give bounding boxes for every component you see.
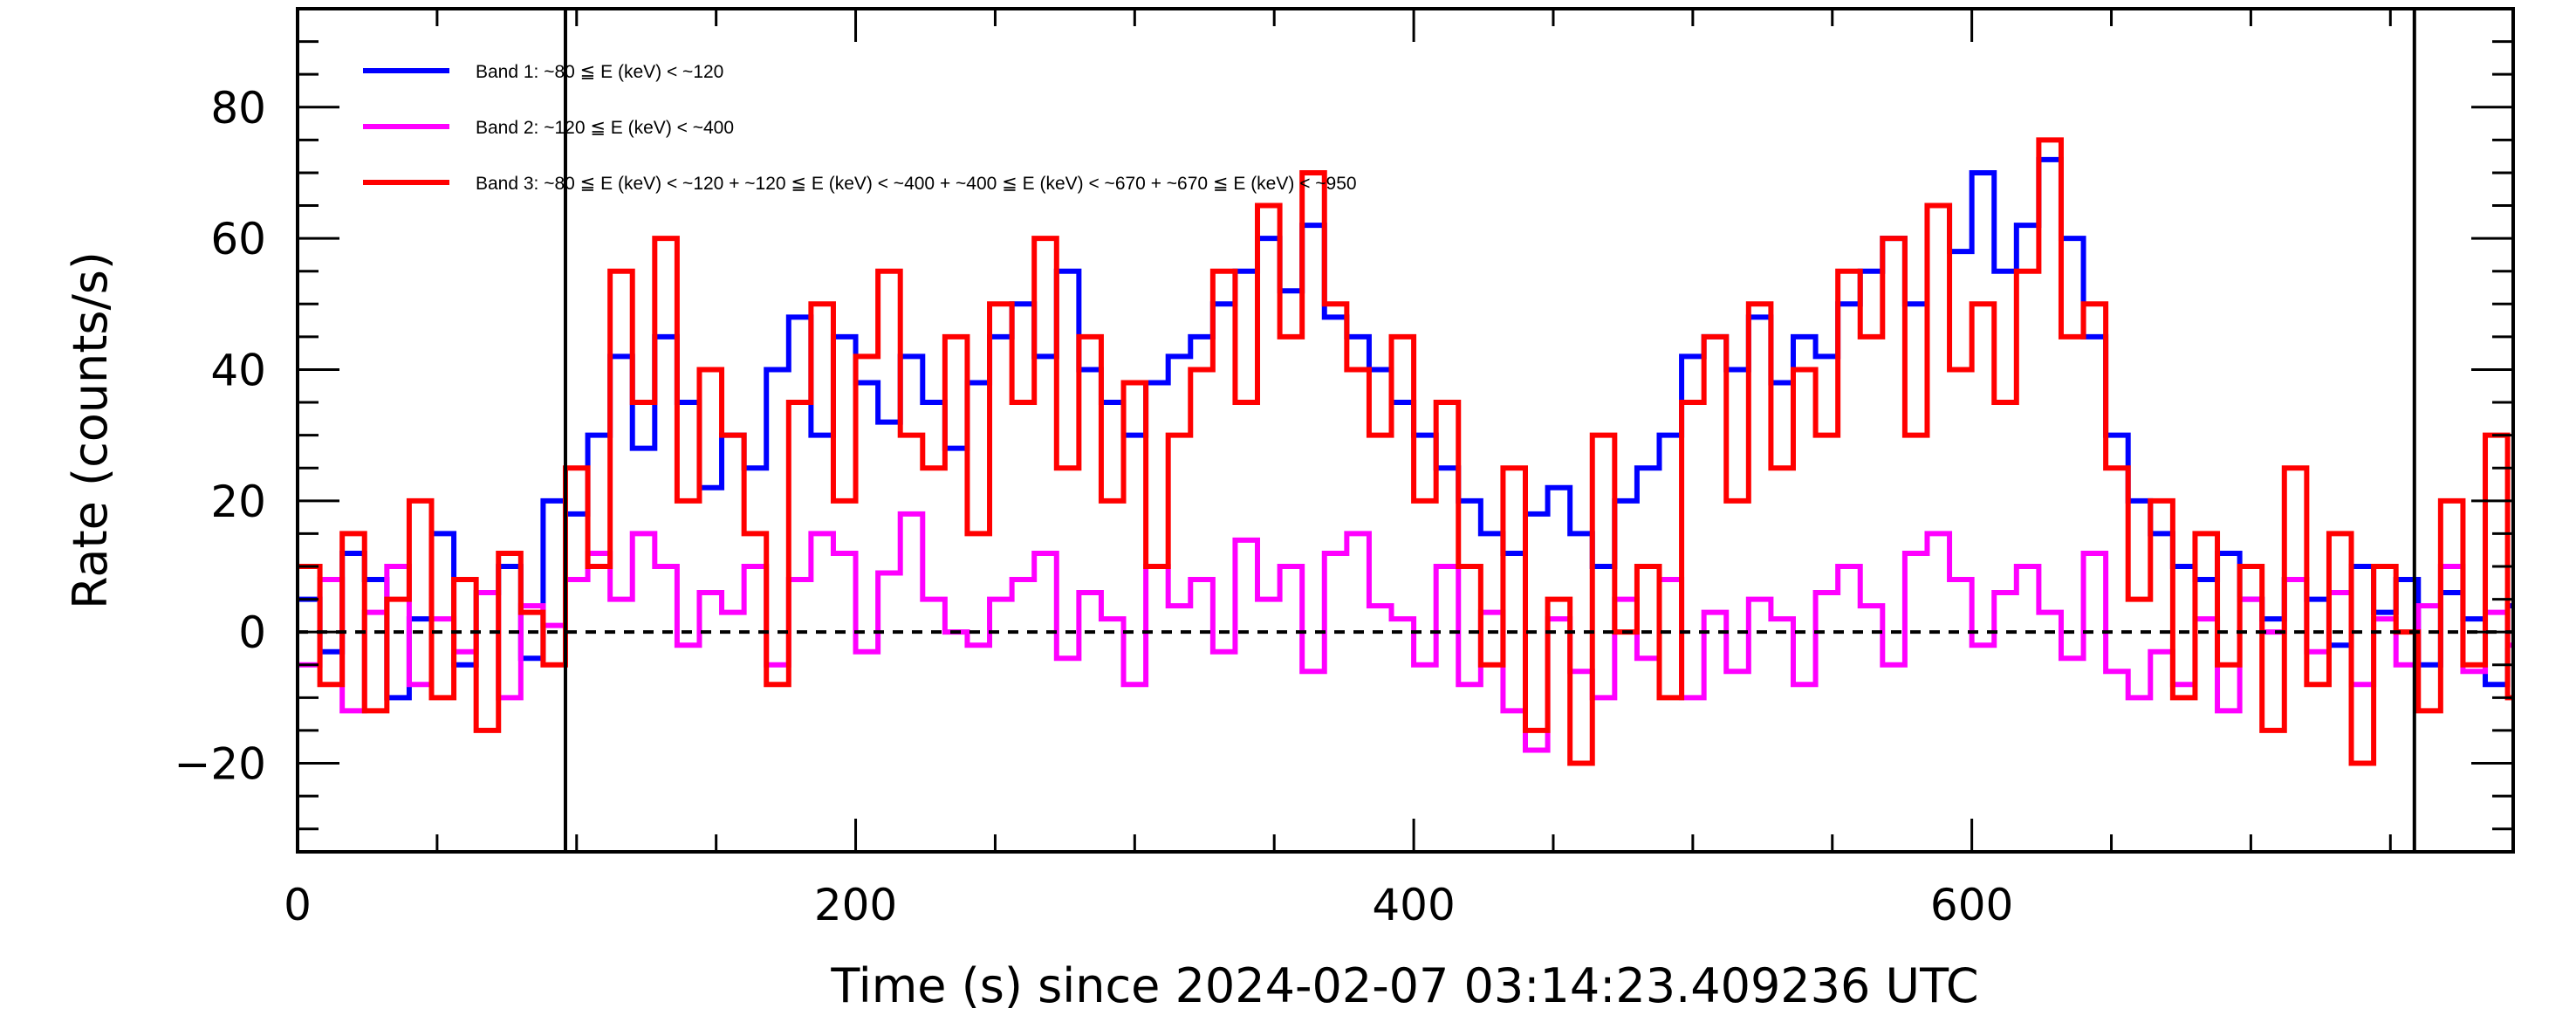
y-tick-label: 80 xyxy=(210,83,266,134)
vertical-markers xyxy=(563,9,2416,852)
y-axis-title: Rate (counts/s) xyxy=(63,251,118,609)
legend-label-band-2: Band 2: ~120 ≦ E (keV) < ~400 xyxy=(476,118,734,138)
y-tick-label: −20 xyxy=(174,739,266,790)
legend-label-band-3: Band 3: ~80 ≦ E (keV) < ~120 + ~120 ≦ E … xyxy=(476,174,1357,194)
y-tick-label: 0 xyxy=(238,607,266,658)
series-band-3 xyxy=(298,137,2513,766)
y-tick-label: 20 xyxy=(210,477,266,527)
y-tick-label: 60 xyxy=(210,214,266,264)
y-tick-labels: −20 0 20 40 60 80 xyxy=(174,83,266,790)
x-tick-label: 400 xyxy=(1372,880,1455,930)
x-axis-title: Time (s) since 2024-02-07 03:14:23.40923… xyxy=(830,958,1978,1013)
legend-label-band-1: Band 1: ~80 ≦ E (keV) < ~120 xyxy=(476,62,723,82)
legend: Band 1: ~80 ≦ E (keV) < ~120 Band 2: ~12… xyxy=(363,62,1357,194)
series-layer xyxy=(298,137,2513,766)
y-tick-label: 40 xyxy=(210,345,266,395)
axis-ticks xyxy=(296,7,2513,852)
plot-frame xyxy=(296,7,2515,854)
x-tick-label: 0 xyxy=(284,880,312,930)
x-tick-label: 200 xyxy=(814,880,897,930)
x-tick-labels: 0 200 400 600 xyxy=(284,880,2013,930)
series-band-2 xyxy=(298,511,2513,753)
x-tick-label: 600 xyxy=(1930,880,2013,930)
